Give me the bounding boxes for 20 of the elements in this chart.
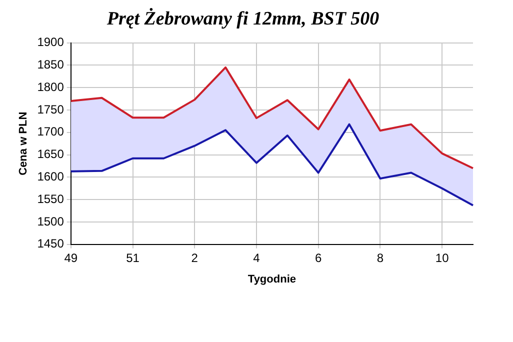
x-tick-label: 8 <box>376 250 384 265</box>
y-tick-label: 1800 <box>37 80 64 94</box>
y-tick-label: 1500 <box>37 214 64 228</box>
y-tick-label: 1750 <box>37 102 64 116</box>
x-tick-label: 51 <box>126 250 140 265</box>
y-tick-label: 1650 <box>37 147 64 162</box>
y-tick-label: 1550 <box>37 192 64 206</box>
x-tick-label: 6 <box>315 250 322 265</box>
y-tick-label: 1600 <box>37 170 64 184</box>
x-axis-title: Tygodnie <box>248 273 296 286</box>
x-tick-label: 10 <box>435 250 450 265</box>
y-tick-label: 1850 <box>37 58 64 72</box>
y-tick-label: 1700 <box>37 124 64 139</box>
x-tick-label: 49 <box>64 250 78 265</box>
y-tick-label: 1450 <box>37 236 64 251</box>
y-tick-label: 1900 <box>37 35 64 50</box>
x-tick-label: 2 <box>191 250 198 265</box>
x-tick-label: 4 <box>253 250 260 265</box>
chart-title: Pręt Żebrowany fi 12mm, BST 500 <box>106 7 380 30</box>
y-axis-title: Cena w PLN <box>18 112 30 176</box>
